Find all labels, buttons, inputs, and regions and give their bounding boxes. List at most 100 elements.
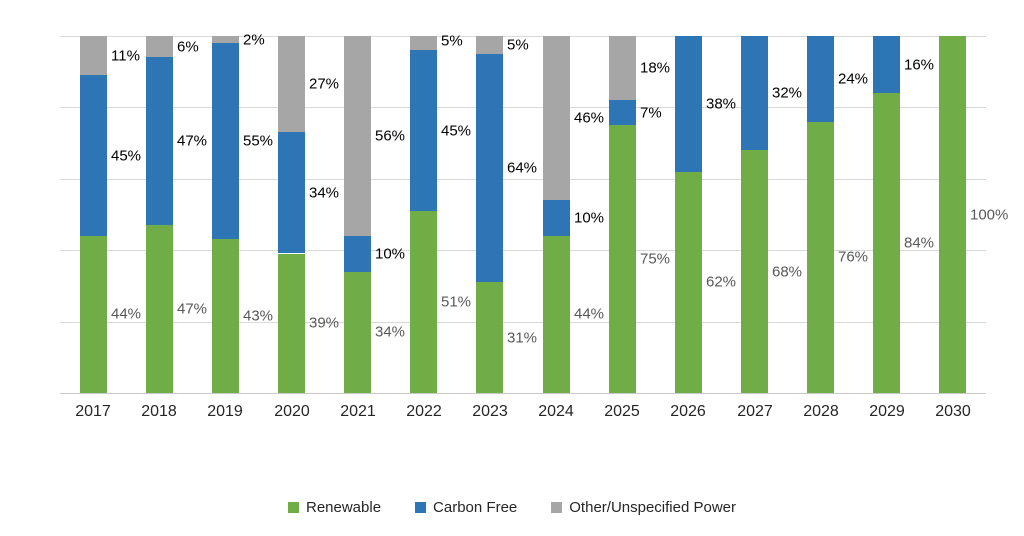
- bar-segment-2030-renewable: [939, 36, 966, 393]
- bar-segment-2026-renewable: [675, 172, 702, 393]
- bar-segment-2020-other-unspecified-power: [278, 36, 305, 132]
- data-label-2017-other-unspecified-power: 11%: [111, 47, 140, 65]
- x-axis-label-2028: 2028: [803, 403, 839, 420]
- bar-segment-2023-carbon-free: [476, 54, 503, 282]
- data-label-2024-other-unspecified-power: 46%: [574, 109, 605, 127]
- x-axis-label-2030: 2030: [935, 403, 971, 420]
- bar-segment-2028-carbon-free: [807, 36, 834, 122]
- x-axis-label-2023: 2023: [472, 403, 508, 420]
- data-label-2029-renewable: 84%: [904, 234, 935, 252]
- bar-segment-2023-other-unspecified-power: [476, 36, 503, 54]
- bar-segment-2021-carbon-free: [344, 236, 371, 272]
- data-label-2019-carbon-free: 55%: [243, 132, 274, 150]
- bar-segment-2024-carbon-free: [543, 200, 570, 236]
- data-label-2022-other-unspecified-power: 5%: [441, 32, 463, 50]
- x-axis-label-2017: 2017: [75, 403, 111, 420]
- legend-label-carbon-free: Carbon Free: [433, 499, 518, 516]
- bar-segment-2023-renewable: [476, 282, 503, 393]
- data-label-2023-carbon-free: 64%: [507, 159, 538, 177]
- x-axis-label-2026: 2026: [670, 403, 706, 420]
- bar-segment-2029-carbon-free: [873, 36, 900, 93]
- data-label-2018-other-unspecified-power: 6%: [177, 38, 199, 56]
- data-label-2018-renewable: 47%: [177, 300, 208, 318]
- gridline-20: [60, 322, 986, 323]
- data-label-2023-other-unspecified-power: 5%: [507, 36, 529, 54]
- bar-segment-2022-other-unspecified-power: [410, 36, 437, 50]
- data-label-2020-other-unspecified-power: 27%: [309, 75, 340, 93]
- x-axis-label-2029: 2029: [869, 403, 905, 420]
- gridline-100: [60, 36, 986, 37]
- legend-label-renewable: Renewable: [305, 499, 382, 516]
- bar-segment-2019-other-unspecified-power: [212, 36, 239, 43]
- data-label-2028-renewable: 76%: [838, 248, 869, 266]
- data-label-2021-other-unspecified-power: 56%: [375, 127, 406, 145]
- x-axis-label-2018: 2018: [141, 403, 177, 420]
- legend-swatch-other-unspecified-icon: [551, 502, 563, 513]
- bar-segment-2025-renewable: [609, 125, 636, 393]
- legend-swatch-carbon-free-icon: [415, 502, 427, 513]
- data-label-2021-carbon-free: 10%: [375, 245, 406, 263]
- data-label-2019-other-unspecified-power: 2%: [243, 31, 265, 49]
- x-axis-label-2024: 2024: [538, 403, 574, 420]
- data-label-2025-renewable: 75%: [640, 250, 671, 268]
- bar-segment-2026-carbon-free: [675, 36, 702, 172]
- data-label-2030-renewable: 100%: [970, 206, 1009, 224]
- data-label-2028-carbon-free: 24%: [838, 70, 869, 88]
- bar-segment-2022-carbon-free: [410, 50, 437, 211]
- data-label-2021-renewable: 34%: [375, 323, 406, 341]
- legend-label-other-unspecified: Other/Unspecified Power: [569, 499, 737, 516]
- bar-segment-2017-renewable: [80, 236, 107, 393]
- data-label-2029-carbon-free: 16%: [904, 56, 935, 74]
- data-label-2017-renewable: 44%: [111, 305, 142, 323]
- bar-segment-2022-renewable: [410, 211, 437, 393]
- data-label-2020-carbon-free: 34%: [309, 184, 340, 202]
- data-label-2020-renewable: 39%: [309, 314, 340, 332]
- data-label-2024-renewable: 44%: [574, 305, 605, 323]
- data-label-2022-renewable: 51%: [441, 293, 472, 311]
- bar-segment-2019-renewable: [212, 239, 239, 393]
- gridline-60: [60, 179, 986, 180]
- data-label-2018-carbon-free: 47%: [177, 132, 208, 150]
- gridline-80: [60, 107, 986, 108]
- bar-segment-2024-renewable: [543, 236, 570, 393]
- bar-segment-2029-renewable: [873, 93, 900, 393]
- bar-segment-2027-carbon-free: [741, 36, 768, 150]
- data-label-2025-carbon-free: 7%: [640, 104, 662, 122]
- legend-item-other-unspecified: Other/Unspecified Power: [551, 499, 736, 516]
- bar-segment-2021-other-unspecified-power: [344, 36, 371, 236]
- data-label-2026-renewable: 62%: [706, 273, 737, 291]
- bar-segment-2017-other-unspecified-power: [80, 36, 107, 75]
- legend-item-carbon-free: Carbon Free: [415, 499, 517, 516]
- bar-segment-2020-renewable: [278, 254, 305, 393]
- legend-swatch-renewable-icon: [287, 502, 299, 513]
- bar-segment-2020-carbon-free: [278, 132, 305, 253]
- gridline-40: [60, 250, 986, 251]
- data-label-2027-renewable: 68%: [772, 263, 803, 281]
- data-label-2017-carbon-free: 45%: [111, 147, 142, 165]
- data-label-2025-other-unspecified-power: 18%: [640, 59, 671, 77]
- bar-segment-2018-renewable: [146, 225, 173, 393]
- x-axis-label-2020: 2020: [274, 403, 310, 420]
- bar-segment-2025-other-unspecified-power: [609, 36, 636, 100]
- bar-segment-2024-other-unspecified-power: [543, 36, 570, 200]
- x-axis-line: [60, 393, 986, 394]
- bar-segment-2018-carbon-free: [146, 57, 173, 225]
- x-axis-label-2027: 2027: [737, 403, 773, 420]
- bar-segment-2021-renewable: [344, 272, 371, 393]
- x-axis-label-2019: 2019: [207, 403, 243, 420]
- data-label-2019-renewable: 43%: [243, 307, 274, 325]
- bar-segment-2028-renewable: [807, 122, 834, 393]
- data-label-2022-carbon-free: 45%: [441, 122, 472, 140]
- data-label-2024-carbon-free: 10%: [574, 209, 605, 227]
- data-label-2023-renewable: 31%: [507, 329, 538, 347]
- bar-segment-2025-carbon-free: [609, 100, 636, 125]
- bar-segment-2027-renewable: [741, 150, 768, 393]
- x-axis-label-2022: 2022: [406, 403, 442, 420]
- bar-segment-2017-carbon-free: [80, 75, 107, 236]
- legend: Renewable Carbon Free Other/Unspecified …: [0, 499, 1024, 516]
- x-axis-label-2025: 2025: [604, 403, 640, 420]
- data-label-2027-carbon-free: 32%: [772, 84, 803, 102]
- bar-segment-2018-other-unspecified-power: [146, 36, 173, 57]
- legend-item-renewable: Renewable: [287, 499, 382, 516]
